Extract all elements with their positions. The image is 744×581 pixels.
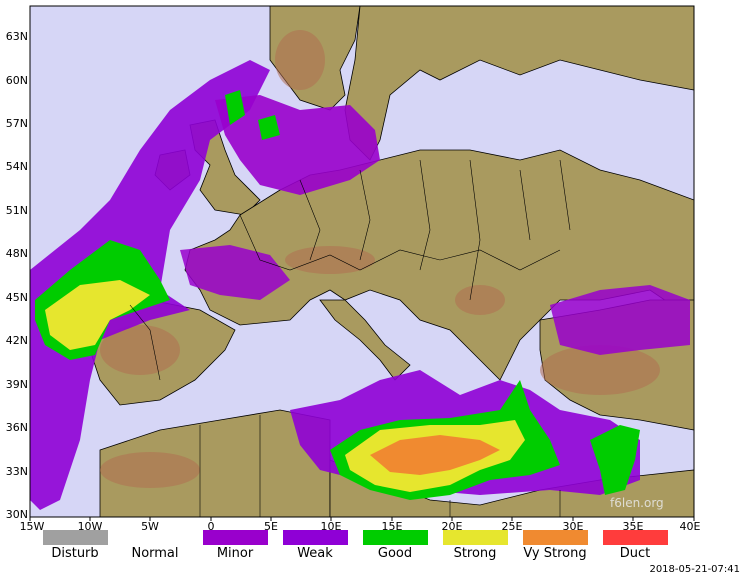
strong-zone-atlantic	[45, 280, 150, 350]
legend-swatch-minor	[203, 530, 268, 545]
lon-label-10e: 10E	[320, 520, 342, 533]
lon-label-15w: 15W	[19, 520, 45, 533]
lat-label-60n: 60N	[5, 74, 28, 87]
legend-label-good: Good	[377, 546, 413, 561]
map-border	[29, 5, 695, 518]
legend-label-strong: Strong	[453, 546, 497, 561]
lat-label-42n: 42N	[5, 334, 28, 347]
lon-label-15e: 15E	[381, 520, 403, 533]
good-zone-levant	[590, 425, 640, 495]
good-zone-north-sea	[225, 90, 245, 125]
axis-ticks	[29, 517, 695, 521]
legend-label-normal: Normal	[131, 546, 179, 561]
legend-swatch-vy-strong	[523, 530, 588, 545]
lat-label-39n: 39N	[5, 378, 28, 391]
legend-label-disturb: Disturb	[51, 546, 99, 561]
lon-label-30e: 30E	[562, 520, 584, 533]
lon-label-10w: 10W	[77, 520, 103, 533]
lat-label-36n: 36N	[5, 421, 28, 434]
lat-label-54n: 54N	[5, 160, 28, 173]
lon-label-0: 0	[207, 520, 215, 533]
lon-label-40e: 40E	[679, 520, 701, 533]
minor-zone-biscay	[180, 245, 290, 300]
lat-label-51n: 51N	[5, 204, 28, 217]
lat-label-57n: 57N	[5, 117, 28, 130]
lon-label-25e: 25E	[501, 520, 523, 533]
legend-swatch-duct	[603, 530, 668, 545]
minor-zone-black-sea	[550, 285, 690, 355]
timestamp: 2018-05-21-07:41	[649, 564, 740, 575]
lat-label-33n: 33N	[5, 465, 28, 478]
watermark: f6len.org	[610, 496, 664, 510]
lat-label-30n: 30N	[5, 508, 28, 521]
lon-label-20e: 20E	[441, 520, 463, 533]
lon-label-35e: 35E	[622, 520, 644, 533]
legend-label-weak: Weak	[297, 546, 333, 561]
lat-label-48n: 48N	[5, 247, 28, 260]
legend-swatch-strong	[443, 530, 508, 545]
lon-label-5w: 5W	[141, 520, 159, 533]
legend-label-duct: Duct	[619, 546, 651, 561]
legend-label-vy-strong: Vy Strong	[523, 546, 587, 561]
good-zone-north-sea-2	[258, 115, 280, 140]
lon-label-5e: 5E	[264, 520, 278, 533]
lat-label-63n: 63N	[5, 30, 28, 43]
legend-swatch-weak	[283, 530, 348, 545]
lat-label-45n: 45N	[5, 291, 28, 304]
propagation-overlay	[30, 60, 690, 510]
legend-swatch-normal	[123, 530, 188, 545]
legend-swatch-good	[363, 530, 428, 545]
mountain-regions	[100, 30, 660, 488]
vy-strong-zone-east-med	[370, 435, 500, 475]
minor-zone-north-sea	[215, 95, 380, 195]
legend-swatch-disturb	[43, 530, 108, 545]
country-borders	[129, 159, 571, 517]
legend-label-minor: Minor	[216, 546, 254, 561]
